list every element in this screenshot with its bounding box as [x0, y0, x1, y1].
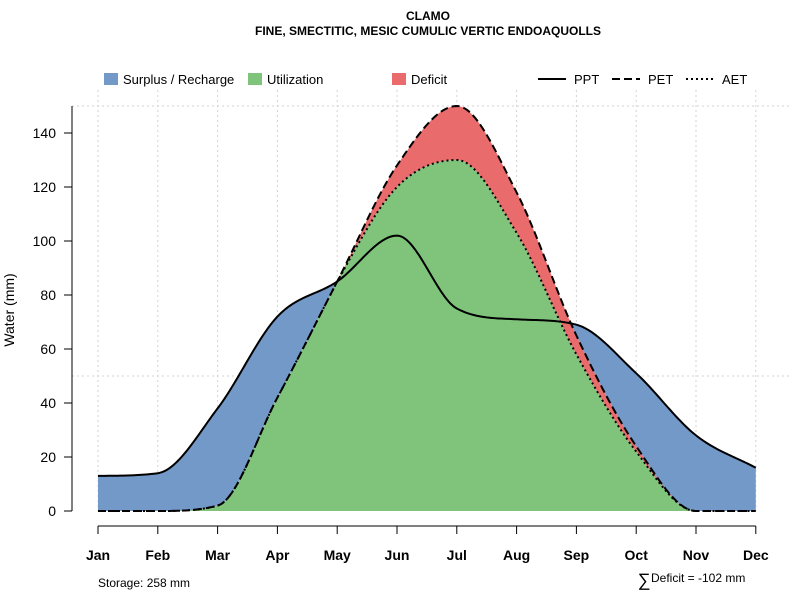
sum-symbol-icon: ∑	[638, 570, 651, 590]
legend-label-utilization: Utilization	[267, 72, 323, 87]
x-tick-label-mar: Mar	[205, 547, 230, 563]
x-tick-label-nov: Nov	[683, 547, 710, 563]
series-lines	[97, 104, 757, 512]
x-tick-label-oct: Oct	[625, 547, 649, 563]
y-tick-label: 20	[40, 449, 56, 465]
storage-annotation: Storage: 258 mm	[98, 576, 190, 590]
legend-label-ppt: PPT	[574, 72, 599, 87]
x-tick-label-dec: Dec	[743, 547, 769, 563]
chart-title: CLAMO	[406, 9, 450, 23]
legend-swatch-surplus	[104, 73, 118, 85]
x-tick-label-apr: Apr	[265, 547, 290, 563]
deficit-annotation: Deficit = -102 mm	[651, 571, 745, 585]
y-axis-label: Water (mm)	[1, 273, 17, 346]
legend: Surplus / Recharge Utilization Deficit P…	[104, 72, 747, 87]
x-tick-label-jul: Jul	[447, 547, 467, 563]
legend-label-surplus: Surplus / Recharge	[123, 72, 234, 87]
y-tick-label: 100	[33, 233, 57, 249]
legend-swatch-deficit	[392, 73, 406, 85]
legend-label-deficit: Deficit	[411, 72, 448, 87]
chart-subtitle: FINE, SMECTITIC, MESIC CUMULIC VERTIC EN…	[255, 24, 601, 38]
y-tick-label: 140	[33, 125, 57, 141]
legend-swatch-utilization	[248, 73, 262, 85]
legend-label-aet: AET	[722, 72, 747, 87]
x-tick-label-jun: Jun	[385, 547, 410, 563]
y-tick-label: 0	[48, 503, 56, 519]
x-tick-label-may: May	[324, 547, 351, 563]
x-tick-label-jan: Jan	[86, 547, 110, 563]
x-tick-label-sep: Sep	[564, 547, 590, 563]
y-tick-label: 80	[40, 287, 56, 303]
series-line-ppt	[97, 234, 757, 477]
area-utilization	[98, 160, 756, 511]
areas	[98, 106, 756, 511]
y-tick-label: 120	[33, 179, 57, 195]
x-tick-label-feb: Feb	[145, 547, 170, 563]
y-tick-label: 60	[40, 341, 56, 357]
x-tick-label-aug: Aug	[503, 547, 530, 563]
y-tick-label: 40	[40, 395, 56, 411]
legend-label-pet: PET	[648, 72, 673, 87]
series-line-pet	[98, 104, 756, 512]
area-surplus-recharge	[98, 106, 756, 511]
axes: 0 20 40 60 80 100 120 140 Jan Feb Mar Apr May Jun Jul A…	[33, 106, 769, 563]
